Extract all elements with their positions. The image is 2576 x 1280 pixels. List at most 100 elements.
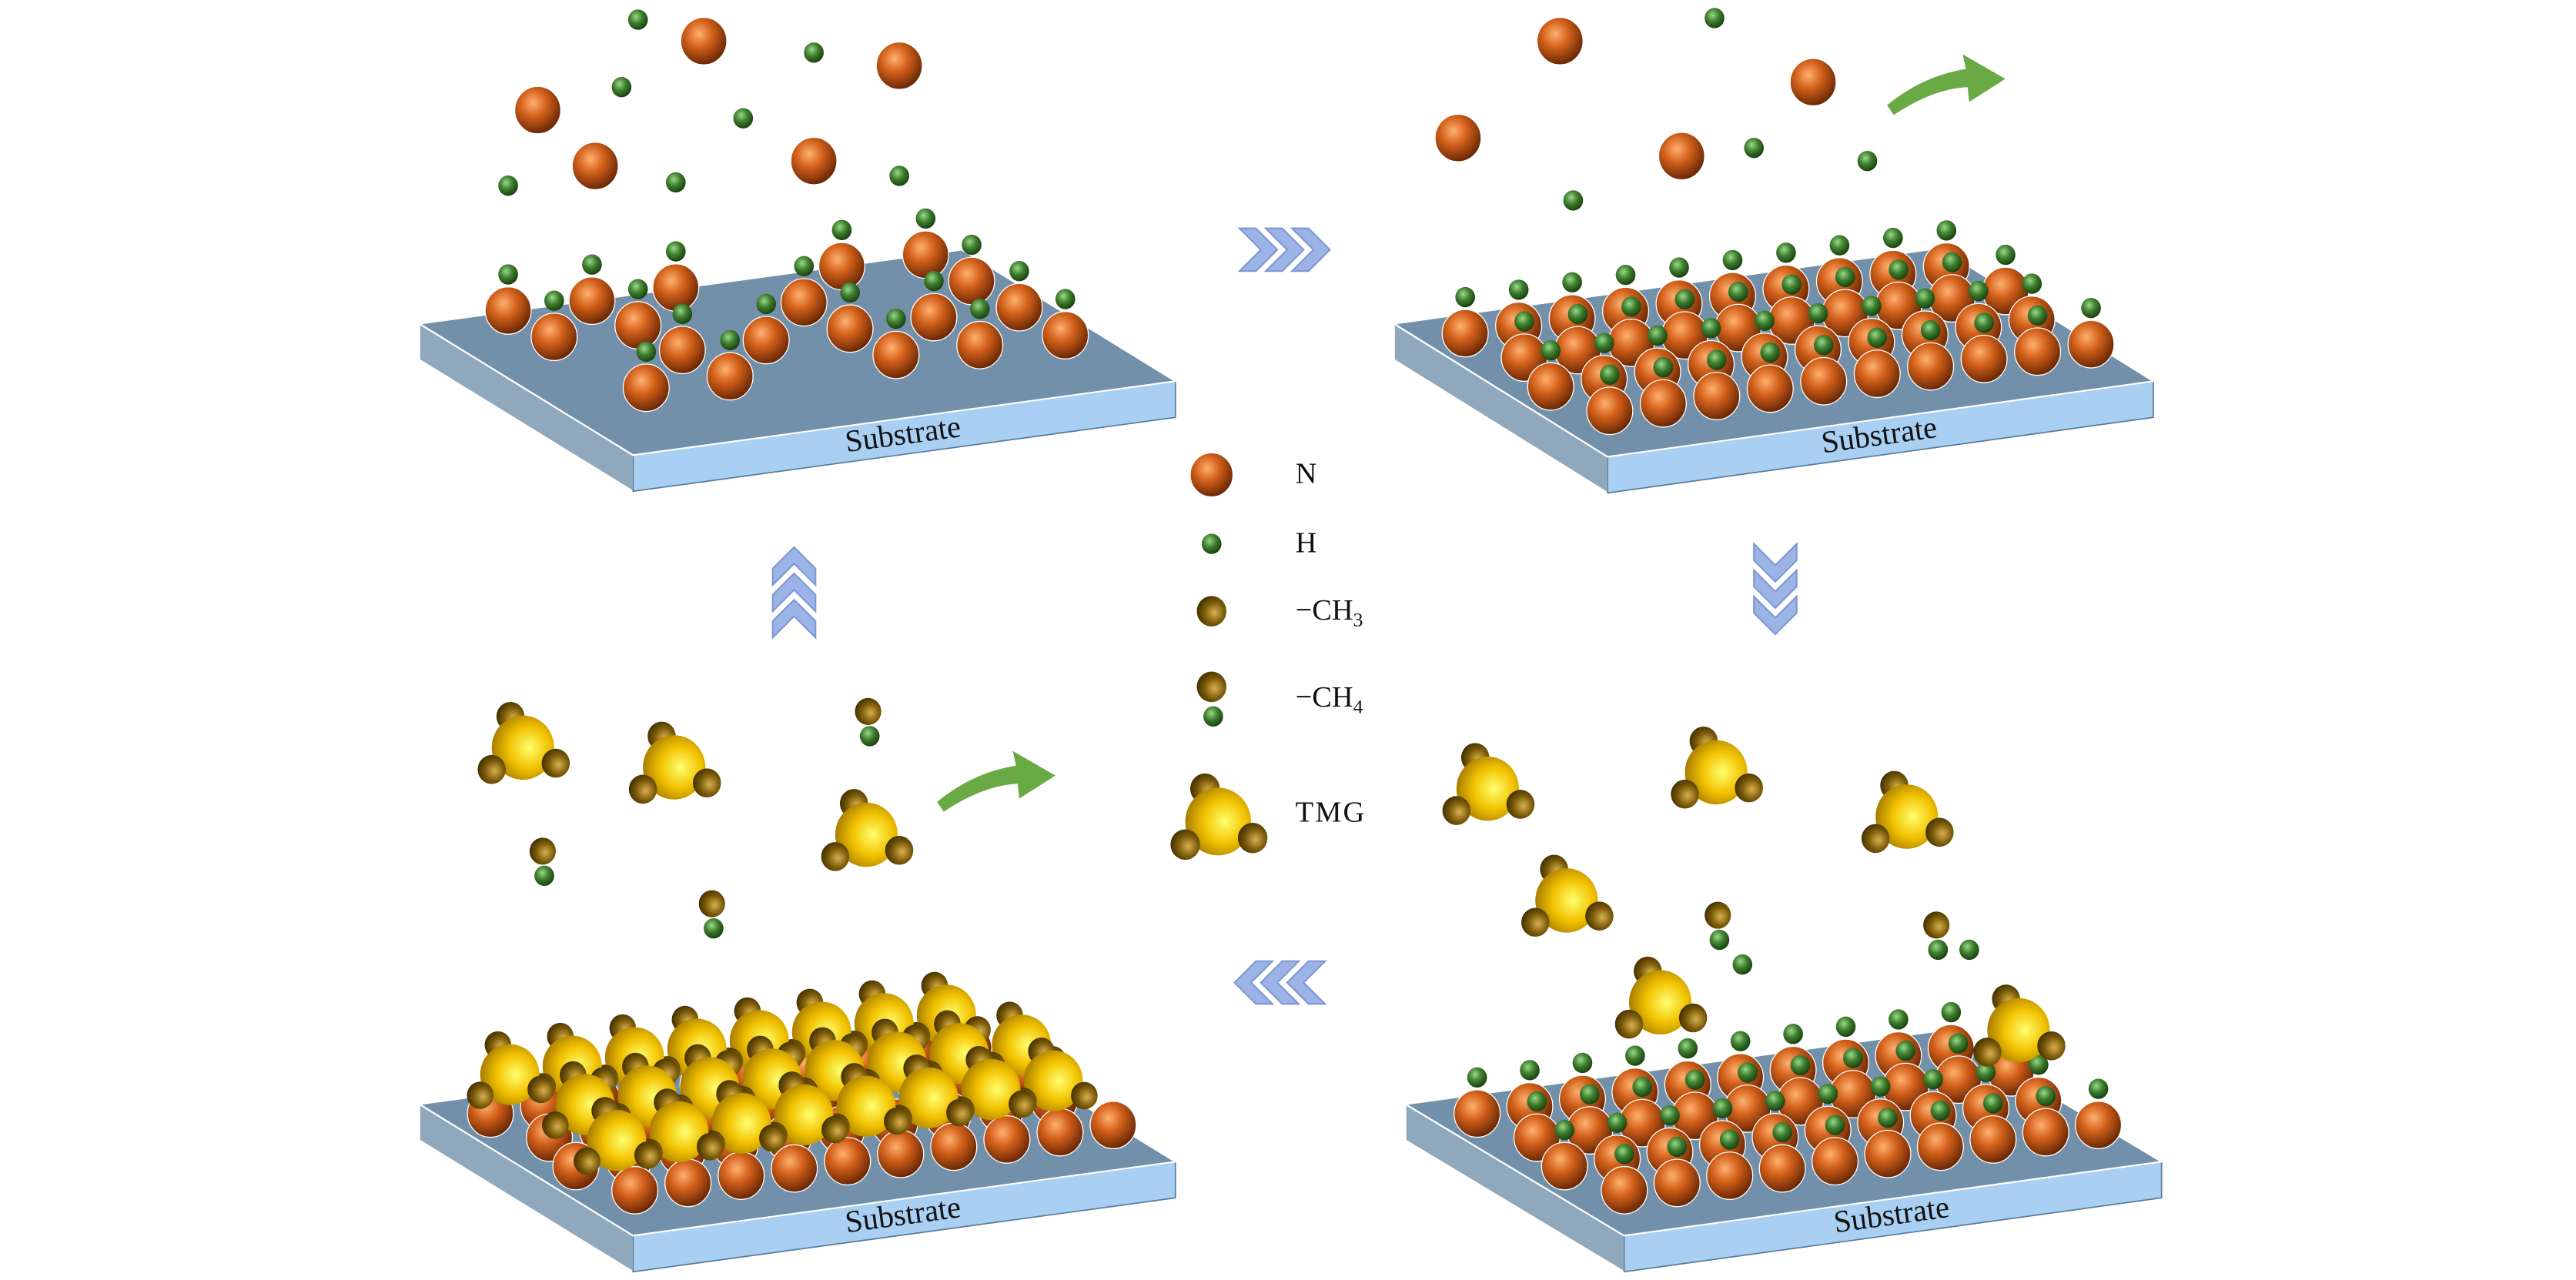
hydrogen-atom (627, 279, 648, 299)
panel-tmg-adsorption (1442, 726, 2123, 1215)
hydrogen-atom (1674, 289, 1695, 309)
methyl-group (1521, 907, 1550, 937)
methyl-group (1705, 901, 1731, 929)
nh-group (2014, 305, 2062, 376)
nitrogen-atom (1746, 364, 1794, 413)
nitrogen-atom (824, 1137, 871, 1186)
nh-group (742, 293, 790, 365)
hydrogen-atom (1719, 1129, 1740, 1150)
nh-group (780, 256, 828, 327)
hydrogen-atom (1579, 1084, 1600, 1105)
hydrogen-atom (1765, 1091, 1785, 1111)
hydrogen-atom (1790, 1054, 1811, 1076)
hydrogen-atom (1889, 1009, 1909, 1030)
methyl-group (1614, 1009, 1644, 1039)
hydrogen-atom (611, 76, 632, 98)
nitrogen-atom (1864, 1129, 1912, 1178)
panel-nh3-saturation (1434, 8, 2115, 436)
nitrogen-atom (1541, 1141, 1588, 1191)
nitrogen-atom (1454, 1089, 1501, 1138)
tmg-molecule (821, 789, 914, 871)
nitrogen-atom (1916, 1122, 1964, 1171)
nh-group (1706, 1129, 1754, 1200)
tmg-molecule (1861, 770, 1954, 854)
nitrogen-atom (706, 352, 754, 401)
nh-group (1812, 1115, 1859, 1186)
nh-group (614, 279, 662, 350)
hydrogen-atom (2029, 1054, 2049, 1075)
hydrogen-atom (1923, 1069, 1943, 1090)
nh-group (1758, 1121, 1806, 1193)
methyl-group (1442, 796, 1471, 825)
nitrogen-atom (1601, 1165, 1648, 1215)
nitrogen-atom (1812, 1137, 1859, 1186)
hydrogen-atom (1614, 1144, 1634, 1165)
nh-group (1454, 1067, 1501, 1138)
hydrogen-atom (915, 208, 936, 229)
hydrogen-atom (720, 329, 741, 351)
hydrogen-atom (1707, 349, 1727, 370)
hydrogen-atom (1982, 1093, 2003, 1114)
gallium-atom (1023, 1050, 1083, 1111)
hydrogen-atom (1843, 1048, 1863, 1068)
methyl-group (529, 837, 556, 865)
hydrogen-atom (733, 108, 754, 129)
methyl-group (1973, 1038, 2002, 1067)
hydrogen-atom (1563, 190, 1584, 211)
nitrogen-atom (910, 292, 958, 342)
nh-group (1916, 1100, 1964, 1171)
gallium-atom (643, 735, 706, 800)
gallium-atom (480, 1044, 540, 1105)
nitrogen-atom (771, 1144, 818, 1193)
nh-group (1960, 312, 2008, 383)
methyl-group (1678, 1003, 1708, 1033)
hydrogen-atom (2036, 1085, 2056, 1107)
hydrogen-atom (1835, 1016, 1856, 1038)
hydrogen-atom (1959, 939, 1979, 961)
hydrogen-atom (1942, 252, 1962, 272)
hydrogen-atom (1678, 1038, 1698, 1059)
hydrogen-atom (2088, 1078, 2109, 1099)
nh-group (530, 290, 578, 362)
hydrogen-atom (859, 726, 880, 747)
methyl-group (2037, 1031, 2066, 1061)
panel-nh3-adsorption (484, 9, 1089, 413)
methyl-group (697, 1132, 724, 1161)
methyl-group (574, 1147, 601, 1175)
hydrogen-atom (1760, 342, 1781, 363)
hydrogen-atom (1660, 1105, 1680, 1126)
nitrogen-atom (1536, 16, 1584, 65)
hydrogen-atom (1808, 302, 1828, 324)
hydrogen-atom (1895, 1040, 1916, 1061)
tmg-molecule (467, 1031, 554, 1109)
nitrogen-atom (571, 142, 619, 191)
hydrogen-atom (665, 172, 686, 193)
hydrogen-atom (1621, 296, 1641, 317)
curved-arrow-icon (937, 750, 1055, 812)
nitrogen-atom (1042, 311, 1089, 359)
hydrogen-atom (886, 308, 906, 329)
nitrogen-atom (983, 1115, 1031, 1164)
methyl-group (821, 1115, 848, 1144)
nitrogen-atom (611, 1165, 659, 1215)
nitrogen-atom (1853, 349, 1901, 399)
hydrogen-atom (1829, 235, 1850, 256)
nitrogen-atom (875, 41, 923, 90)
nitrogen-atom (877, 1129, 925, 1178)
hydrogen-atom (1203, 706, 1223, 727)
methyl-group (467, 1081, 494, 1109)
nh-group (484, 264, 532, 335)
methyl-group (1585, 901, 1614, 931)
nitrogen-atom (2075, 1101, 2123, 1150)
gallium-atom (1628, 970, 1692, 1034)
hydrogen-atom (1974, 312, 1994, 333)
hydrogen-atom (544, 290, 564, 311)
hydrogen-atom (1755, 310, 1775, 331)
nitrogen-atom (790, 136, 838, 185)
nitrogen-atom (1441, 309, 1489, 358)
methyl-group (1071, 1081, 1098, 1110)
hydrogen-atom (840, 282, 860, 303)
legend-label-ch4: −CH4 (1296, 681, 1363, 718)
legend-tmg-icon (1170, 773, 1268, 861)
